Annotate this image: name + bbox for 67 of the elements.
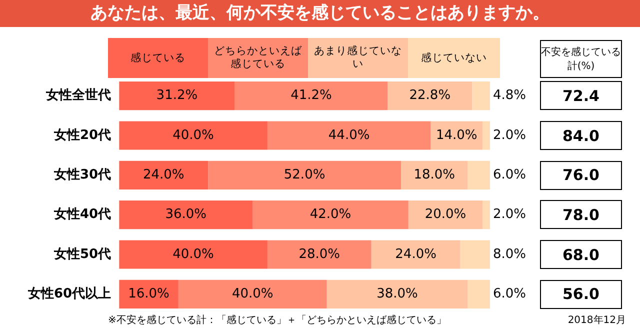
bar xyxy=(252,200,408,230)
data-label: 14.0% xyxy=(436,128,478,143)
data-label: 6.0% xyxy=(493,168,526,183)
y-tick-label: 女性30代 xyxy=(52,168,112,183)
bar xyxy=(267,121,431,150)
data-label: 42.0% xyxy=(310,207,352,222)
text: 72.4 xyxy=(562,86,600,105)
data-label: 40.0% xyxy=(172,246,214,262)
bar xyxy=(482,200,490,230)
data-label: 38.0% xyxy=(376,286,418,302)
y-tick-label: 女性20代 xyxy=(52,128,112,143)
data-label: 41.2% xyxy=(290,88,332,104)
data-label: 2.0% xyxy=(493,128,526,143)
data-label: 44.0% xyxy=(328,128,370,143)
bar xyxy=(388,82,472,110)
text: 2018年12月 xyxy=(568,314,626,327)
bar xyxy=(119,200,253,230)
data-label: 18.0% xyxy=(414,168,456,183)
data-label: 28.0% xyxy=(298,246,340,262)
chart-title: あなたは、最近、何か不安を感じていることはありますか。 xyxy=(0,0,640,27)
data-label: 22.8% xyxy=(409,88,451,104)
text: 68.0 xyxy=(562,246,600,264)
data-label: 16.0% xyxy=(128,286,170,302)
text: 78.0 xyxy=(562,206,600,224)
bar xyxy=(119,121,268,150)
y-tick-label: 女性40代 xyxy=(52,207,112,222)
y-tick-label: 女性60代以上 xyxy=(26,286,112,302)
data-label: 31.2% xyxy=(156,88,198,104)
series-label: あまり感じていない xyxy=(308,38,408,78)
text: 84.0 xyxy=(562,126,600,144)
bar xyxy=(208,160,401,190)
bar xyxy=(482,121,490,150)
data-label: 40.0% xyxy=(232,286,274,302)
data-label: 40.0% xyxy=(172,128,214,143)
data-label: 6.0% xyxy=(493,286,526,302)
bar xyxy=(468,160,490,190)
bar xyxy=(178,280,327,308)
bar xyxy=(408,200,483,230)
data-label: 24.0% xyxy=(395,246,436,262)
bar xyxy=(326,280,468,308)
bar xyxy=(119,160,208,190)
bar xyxy=(267,240,372,269)
bar xyxy=(119,82,235,110)
series-label: どちらかといえば感じている xyxy=(208,38,308,78)
bar xyxy=(119,240,268,269)
data-label: 20.0% xyxy=(424,207,466,222)
text: 不安を感じている計(%) xyxy=(540,40,622,78)
data-label: 24.0% xyxy=(142,168,184,183)
y-tick-label: 女性全世代 xyxy=(45,88,112,104)
annotation: ※不安を感じている計：「感じている」＋「どちらかといえば感じている」 xyxy=(108,314,446,327)
data-label: 36.0% xyxy=(165,207,207,222)
bar xyxy=(430,121,483,150)
bar xyxy=(234,82,388,110)
y-tick-label: 女性50代 xyxy=(52,246,112,262)
bar xyxy=(468,280,490,308)
text: 76.0 xyxy=(562,166,600,184)
bar xyxy=(460,240,490,269)
series-label: 感じていない xyxy=(408,38,500,78)
bar xyxy=(371,240,460,269)
data-label: 8.0% xyxy=(493,246,526,262)
bar xyxy=(400,160,468,190)
bar xyxy=(472,82,490,110)
data-label: 52.0% xyxy=(284,168,326,183)
text: 56.0 xyxy=(562,285,600,304)
data-label: 2.0% xyxy=(493,207,526,222)
data-label: 4.8% xyxy=(493,88,526,104)
series-label: 感じている xyxy=(108,38,208,78)
